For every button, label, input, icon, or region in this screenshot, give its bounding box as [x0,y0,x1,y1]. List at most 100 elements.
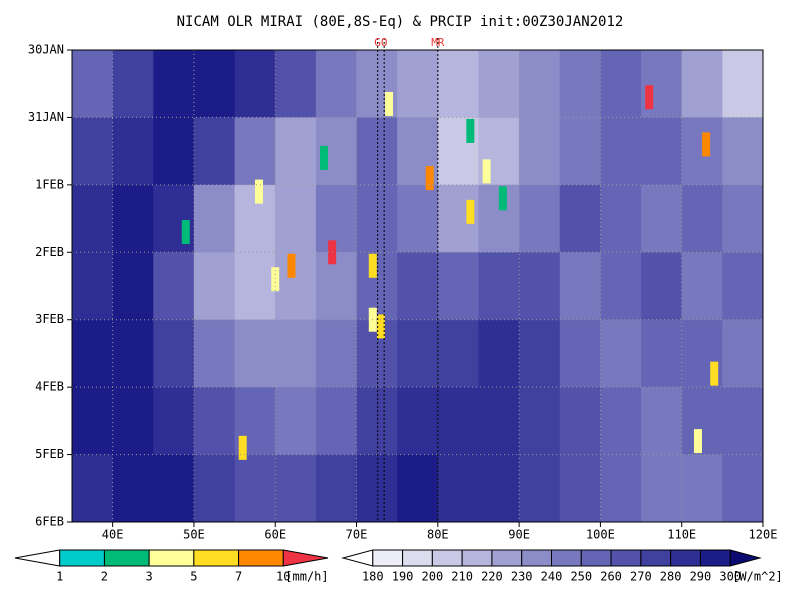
olr-cell [112,50,154,118]
olr-cell [600,50,642,118]
olr-cell [193,319,236,388]
y-tick-label: 1FEB [35,177,64,191]
colorbar-unit: [mm/h] [285,570,328,584]
olr-cell [681,454,723,523]
colorbar-box [491,549,523,567]
colorbar-box [402,549,433,567]
olr-cell [722,184,764,253]
olr-cell [275,454,317,523]
colorbar-arrow [729,549,762,567]
olr-cell [519,117,561,186]
precip-cell [702,132,711,157]
olr-cell [397,184,439,253]
colorbar-arrow [341,549,374,567]
precip-cell [376,314,385,339]
colorbar-label: 3 [146,570,153,584]
olr-cell [519,319,561,388]
olr-cell [315,184,358,253]
olr-cell [356,184,398,253]
precip-cell [425,166,434,191]
olr-cell [193,454,236,523]
olr-cell [437,252,479,321]
olr-cell [356,454,398,523]
olr-cell [275,184,317,253]
olr-cell [112,252,154,321]
olr-cell [397,50,439,118]
colorbar-box [372,549,404,567]
precip-cell [482,159,491,184]
olr-cell [72,50,114,118]
olr-cell [72,319,114,388]
precip-cell [466,118,475,143]
precip-cell [271,267,280,292]
olr-cell [153,117,195,186]
olr-cell [397,454,439,523]
x-tick-label: 80E [427,528,449,542]
olr-cell [559,319,601,388]
colorbar-label: 10 [276,570,290,584]
y-tick-label: 31JAN [28,110,64,124]
colorbar-box [580,549,612,567]
olr-cell [600,387,642,456]
colorbar-box [551,549,582,567]
colorbar-unit: [W/m^2] [732,570,783,584]
olr-cell [193,252,236,321]
olr-cell [519,387,561,456]
colorbar-box [670,549,701,567]
colorbar-label: 2 [101,570,108,584]
colorbar-box [461,549,493,567]
olr-cell [478,319,520,388]
olr-cell [681,184,723,253]
olr-cell [72,184,114,253]
olr-cell [519,50,561,118]
x-tick-label: 110E [667,528,696,542]
olr-cell [153,454,195,523]
olr-cell [112,117,154,186]
colorbar-arrow [14,549,61,567]
olr-cell [234,252,276,321]
olr-cell [722,50,764,118]
colorbar-label: 180 [362,570,384,584]
colorbar-label: 7 [235,570,242,584]
colorbar-label: 220 [481,570,503,584]
y-tick-label: 6FEB [35,515,64,529]
colorbar-label: 240 [541,570,563,584]
precip-cell [368,253,377,278]
colorbar-label: 200 [422,570,444,584]
colorbar-label: 210 [451,570,473,584]
olr-cell [519,184,561,253]
precip-cell [238,435,247,460]
olr-cell [600,184,642,253]
olr-cell [153,50,195,118]
colorbar-label: 250 [570,570,592,584]
precip-cell [287,253,296,278]
precip-cell [645,85,654,110]
olr-cell [153,319,195,388]
olr-cell [600,117,642,186]
colorbar-box [59,549,105,567]
olr-cell [722,252,764,321]
colorbar-label: 270 [630,570,652,584]
olr-cell [193,50,236,118]
precip-cell [385,91,394,116]
colorbar-label: 230 [511,570,533,584]
colorbar-box [431,549,463,567]
olr-cell [559,387,601,456]
olr-cell [315,252,358,321]
y-tick-label: 30JAN [28,43,64,57]
olr-cell [356,252,398,321]
olr-cell [234,454,276,523]
x-tick-label: 100E [586,528,615,542]
precip-cell [498,186,507,211]
x-tick-label: 90E [508,528,530,542]
olr-cell [356,117,398,186]
olr-cell [722,454,764,523]
olr-cell [437,50,479,118]
precip-cell [320,145,329,170]
olr-cell [641,319,683,388]
olr-cell [681,387,723,456]
olr-cell [641,387,683,456]
olr-cell [315,387,358,456]
olr-cell [234,319,276,388]
olr-cell [559,454,601,523]
